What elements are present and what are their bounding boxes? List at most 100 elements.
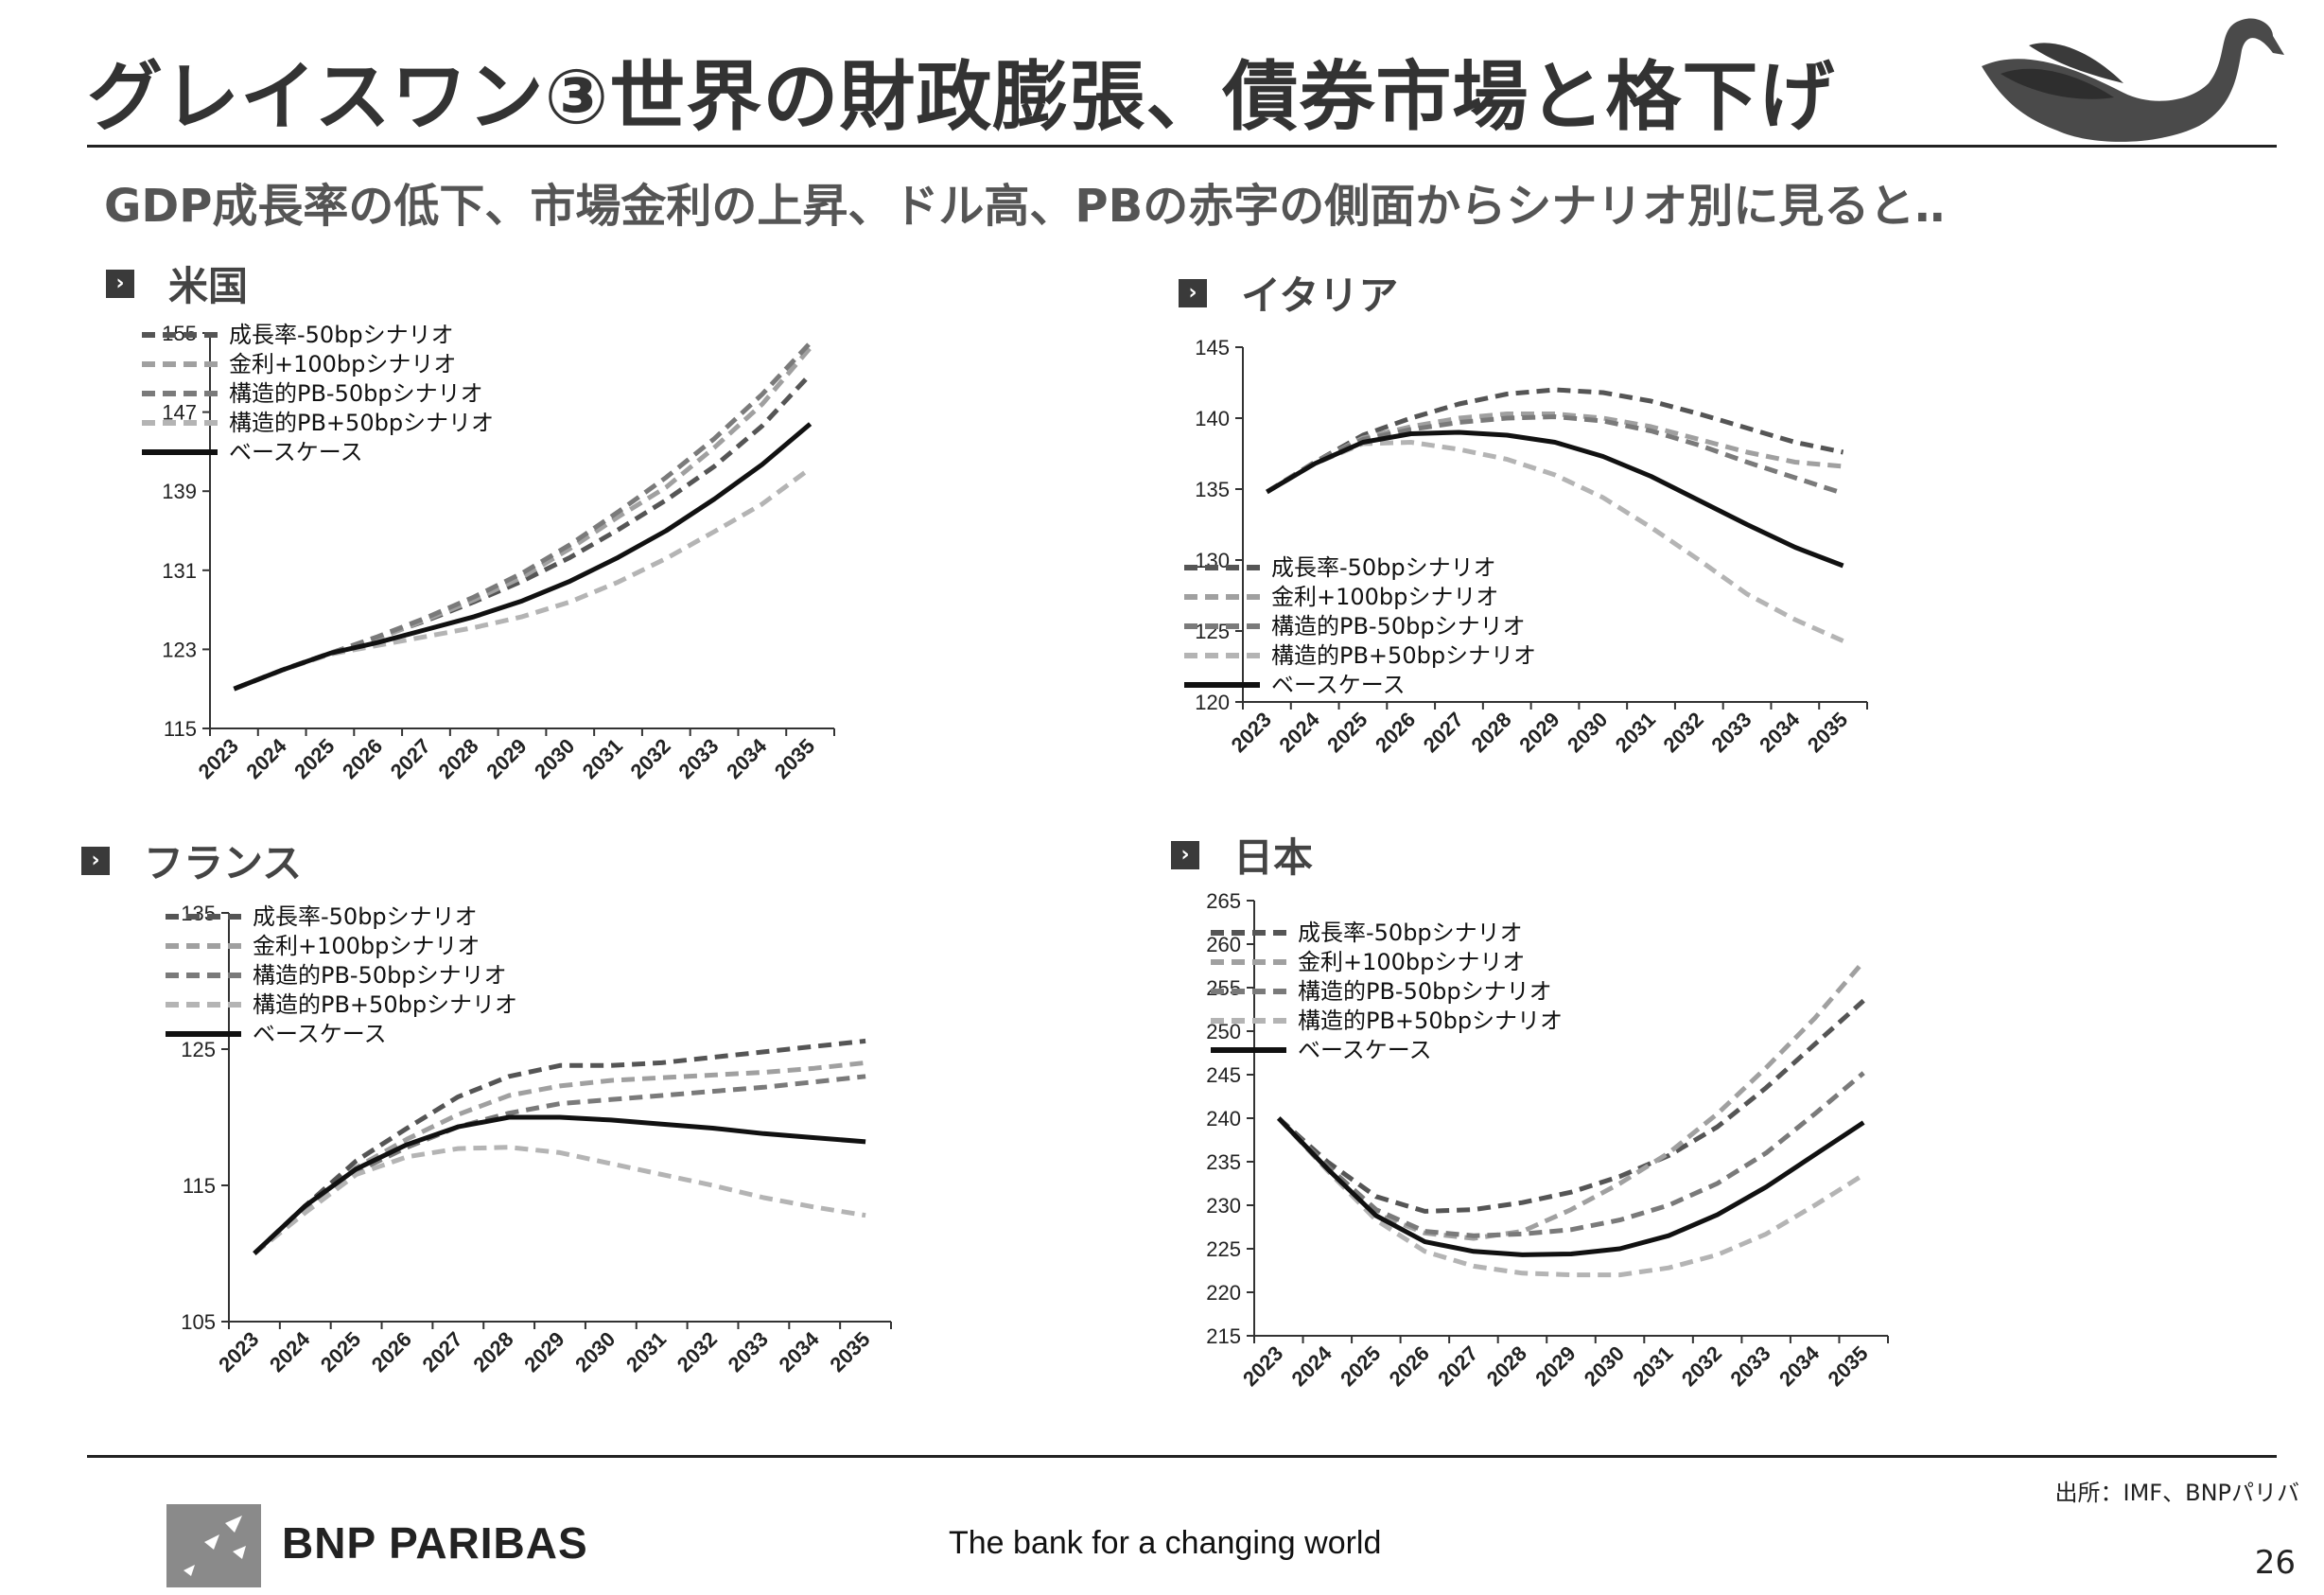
y-tick-label: 250 [1206, 1020, 1241, 1043]
legend-label: 構造的PB+50bpシナリオ [253, 991, 517, 1018]
y-tick-label: 260 [1206, 933, 1241, 956]
x-tick-label: 2023 [1227, 708, 1276, 757]
y-tick-label: 123 [162, 638, 197, 661]
x-tick-label: 2025 [289, 734, 339, 783]
x-tick-label: 2024 [265, 1326, 315, 1376]
x-tick-label: 2029 [519, 1327, 568, 1376]
series-line-pb_minus [1277, 1071, 1865, 1238]
x-tick-label: 2027 [1419, 708, 1468, 757]
source-note: 出所：IMF、BNPパリバ [2054, 1480, 2299, 1506]
x-tick-label: 2030 [1580, 1341, 1629, 1391]
x-tick-label: 2030 [530, 734, 579, 783]
legend-label: 金利+100bpシナリオ [1298, 949, 1525, 975]
legend-label: ベースケース [1298, 1037, 1432, 1063]
x-tick-label: 2034 [774, 1326, 824, 1376]
section-italy: › イタリア [1179, 264, 1398, 322]
title-divider [87, 145, 2277, 148]
x-tick-label: 2030 [570, 1327, 620, 1376]
x-tick-label: 2034 [722, 733, 772, 783]
x-tick-label: 2031 [578, 734, 627, 783]
x-tick-label: 2031 [621, 1327, 671, 1376]
legend-label: ベースケース [253, 1021, 387, 1047]
legend-label: 構造的PB-50bpシナリオ [229, 380, 483, 407]
x-tick-label: 2035 [770, 734, 819, 783]
x-tick-label: 2033 [673, 734, 723, 783]
legend-label: 成長率-50bpシナリオ [229, 322, 454, 348]
section-label-japan: 日本 [1233, 834, 1314, 881]
x-tick-label: 2026 [338, 734, 387, 783]
y-tick-label: 131 [162, 559, 197, 583]
legend-label: 金利+100bpシナリオ [253, 933, 480, 959]
x-tick-label: 2023 [1238, 1341, 1287, 1391]
brand-name: BNP PARIBAS [282, 1518, 588, 1568]
section-japan: › 日本 [1171, 826, 1313, 884]
y-tick-label: 135 [1195, 478, 1230, 501]
legend-label: 構造的PB-50bpシナリオ [1271, 613, 1526, 640]
legend-label: 成長率-50bpシナリオ [1298, 920, 1523, 946]
legend-label: 構造的PB+50bpシナリオ [1298, 1008, 1563, 1034]
x-tick-label: 2030 [1563, 708, 1612, 757]
y-tick-label: 235 [1206, 1150, 1241, 1174]
y-tick-label: 115 [183, 1174, 216, 1198]
y-tick-label: 225 [1206, 1237, 1241, 1261]
y-tick-label: 215 [1206, 1324, 1241, 1348]
chevron-right-icon: › [106, 269, 134, 298]
x-tick-label: 2028 [1466, 708, 1515, 757]
y-tick-label: 230 [1206, 1194, 1241, 1218]
series-line-growth [233, 373, 813, 692]
x-tick-label: 2035 [825, 1327, 874, 1376]
series-line-rate [1266, 412, 1843, 495]
x-tick-label: 2032 [673, 1327, 722, 1376]
series-line-base [233, 422, 813, 692]
series-line-pb_plus [1266, 440, 1844, 643]
y-tick-label: 245 [1206, 1063, 1241, 1087]
legend-label: 構造的PB+50bpシナリオ [229, 410, 494, 436]
page-number: 26 [2254, 1544, 2296, 1582]
x-tick-label: 2027 [386, 734, 435, 783]
bnp-logo-icon [166, 1504, 261, 1587]
x-tick-label: 2026 [367, 1327, 416, 1376]
france-debt-chart: 105 115 125 135 2023 2024 2025 2026 2027 2028 2029… [166, 902, 892, 1376]
x-tick-label: 2033 [724, 1327, 773, 1376]
series-line-pb_plus [1276, 1116, 1865, 1278]
section-label-italy: イタリア [1241, 272, 1399, 319]
x-tick-label: 2023 [194, 734, 243, 783]
chevron-right-icon: › [81, 846, 110, 875]
y-tick-label: 125 [1195, 620, 1230, 643]
legend-label: ベースケース [229, 439, 363, 465]
y-tick-label: 105 [181, 1310, 216, 1334]
x-tick-label: 2024 [1274, 707, 1324, 757]
x-tick-label: 2028 [433, 734, 482, 783]
chevron-right-icon: › [1171, 840, 1199, 869]
x-tick-label: 2027 [1433, 1341, 1482, 1391]
y-tick-label: 265 [1206, 889, 1241, 913]
x-tick-label: 2034 [1755, 707, 1805, 757]
x-tick-label: 2029 [1514, 708, 1564, 757]
x-tick-label: 2023 [214, 1327, 263, 1376]
black-swan-icon [1982, 18, 2284, 142]
y-tick-label: 140 [1195, 407, 1230, 430]
y-tick-label: 115 [164, 717, 197, 741]
series-line-base [1277, 1116, 1865, 1257]
x-tick-label: 2032 [1659, 708, 1708, 757]
page-title: グレイスワン③世界の財政膨張、債券市場と格下げ [87, 53, 1836, 141]
legend-label: 金利+100bpシナリオ [229, 351, 456, 377]
x-tick-label: 2025 [316, 1327, 365, 1376]
legend-label: 成長率-50bpシナリオ [1271, 554, 1496, 581]
y-tick-label: 125 [181, 1038, 216, 1061]
y-tick-label: 139 [162, 480, 197, 503]
y-tick-label: 145 [1195, 336, 1230, 359]
legend-label: 金利+100bpシナリオ [1271, 584, 1498, 610]
series-line-growth [1277, 998, 1865, 1214]
y-tick-label: 240 [1206, 1107, 1241, 1131]
x-tick-label: 2034 [1774, 1341, 1825, 1391]
legend-label: 構造的PB+50bpシナリオ [1271, 642, 1536, 669]
x-tick-label: 2035 [1823, 1341, 1872, 1391]
x-tick-label: 2035 [1803, 708, 1852, 757]
section-label-france: フランス [144, 840, 303, 886]
legend-label: 成長率-50bpシナリオ [253, 903, 478, 930]
subtitle: GDP成長率の低下、市場金利の上昇、ドル高、PBの赤字の側面からシナリオ別に見る… [104, 180, 1946, 233]
x-tick-label: 2032 [1677, 1341, 1726, 1391]
series-line-pb_minus [1266, 414, 1844, 496]
